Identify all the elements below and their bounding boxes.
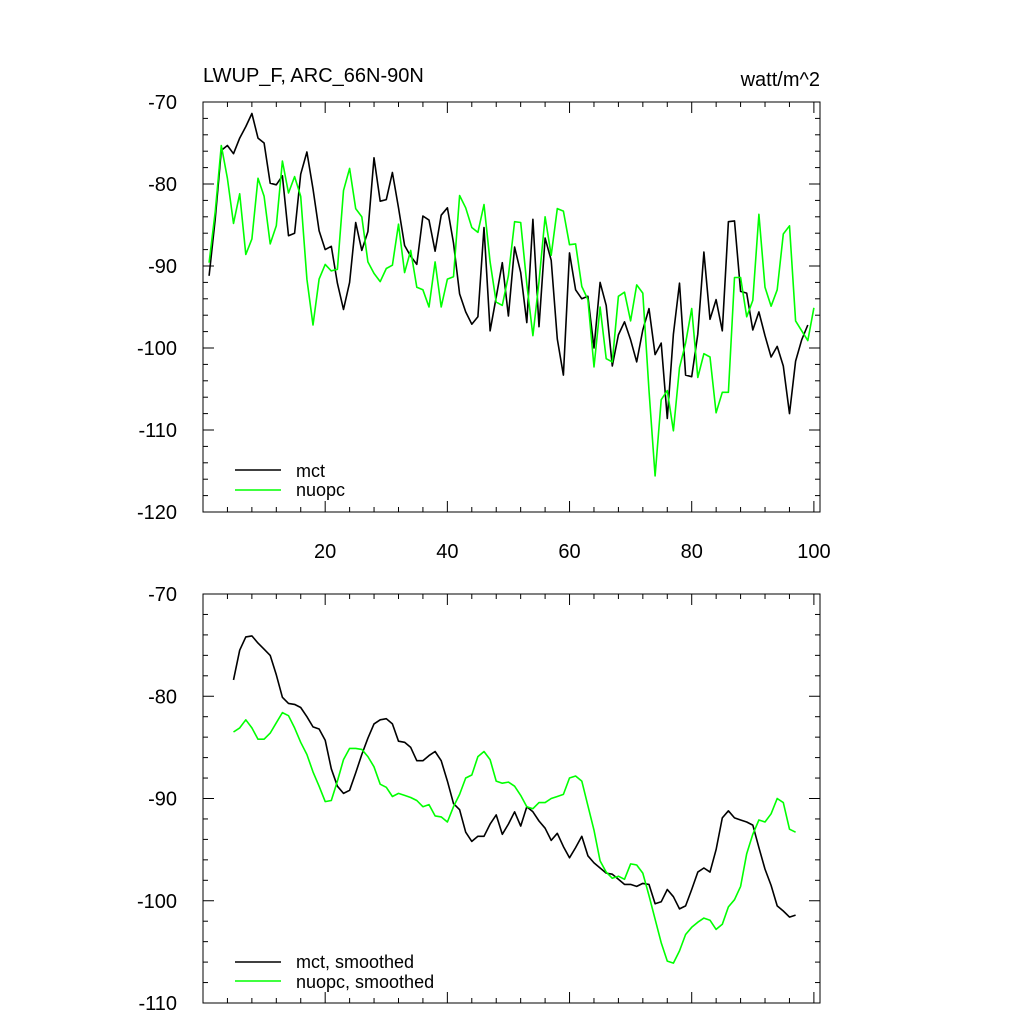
series-line-nuopc [208,144,815,477]
series-line-nuopc-smoothed [233,711,796,964]
tick-marks-top: -70 -80 -90 -100 -110 -120 20 40 60 80 100 [137,92,831,563]
series-line-mct-smoothed [232,635,796,918]
y-tick-label: -100 [137,338,177,360]
series-lines-bottom [232,635,796,964]
x-tick-label: 20 [314,541,336,563]
plot-frame-top [202,101,821,513]
y-tick-label: -80 [148,686,177,708]
y-tick-label: -100 [137,891,177,913]
units-label: watt/m^2 [740,69,820,91]
legend-bottom: mct, smoothed nuopc, smoothed [235,952,434,992]
y-tick-label: -120 [137,502,177,524]
legend-label-mct: mct [296,461,325,481]
x-tick-label: 80 [681,541,703,563]
x-tick-label: 60 [558,541,580,563]
chart-title: LWUP_F, ARC_66N-90N [203,65,424,87]
top-panel: LWUP_F, ARC_66N-90N watt/m^2 -70 -80 -90 -1… [137,65,831,563]
y-tick-label: -70 [148,92,177,114]
legend-label-nuopc: nuopc [296,480,345,500]
legend-label-nuopc-smoothed: nuopc, smoothed [296,972,434,992]
x-tick-label: 40 [436,541,458,563]
tick-marks-bottom: -70 -80 -90 -100 -110 [137,584,820,1015]
y-tick-label: -80 [148,174,177,196]
y-tick-label: -110 [138,993,177,1015]
y-tick-label: -70 [148,584,177,606]
legend-top: mct nuopc [235,461,345,500]
y-tick-label: -90 [148,256,177,278]
plot-frame-bottom [202,593,821,1004]
x-tick-label: 100 [797,541,830,563]
series-lines-top [208,112,815,477]
y-tick-label: -110 [138,420,177,442]
bottom-panel: -70 -80 -90 -100 -110 mct, smoothed nuopc, s… [137,584,821,1015]
legend-label-mct-smoothed: mct, smoothed [296,952,414,972]
series-line-mct [208,112,809,420]
y-tick-label: -90 [148,789,177,811]
